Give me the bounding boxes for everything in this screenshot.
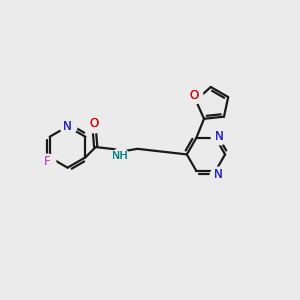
Text: NH: NH	[112, 151, 128, 161]
Text: O: O	[90, 117, 99, 130]
Text: O: O	[190, 88, 199, 102]
Text: N: N	[214, 168, 222, 181]
Text: O: O	[90, 117, 99, 130]
Text: F: F	[44, 155, 51, 168]
Text: NH: NH	[112, 151, 128, 161]
Text: N: N	[63, 120, 72, 133]
Text: F: F	[44, 155, 51, 168]
Text: N: N	[214, 168, 222, 181]
Text: N: N	[215, 130, 224, 143]
Text: N: N	[215, 130, 224, 143]
Text: O: O	[190, 88, 199, 102]
Text: N: N	[63, 120, 72, 133]
